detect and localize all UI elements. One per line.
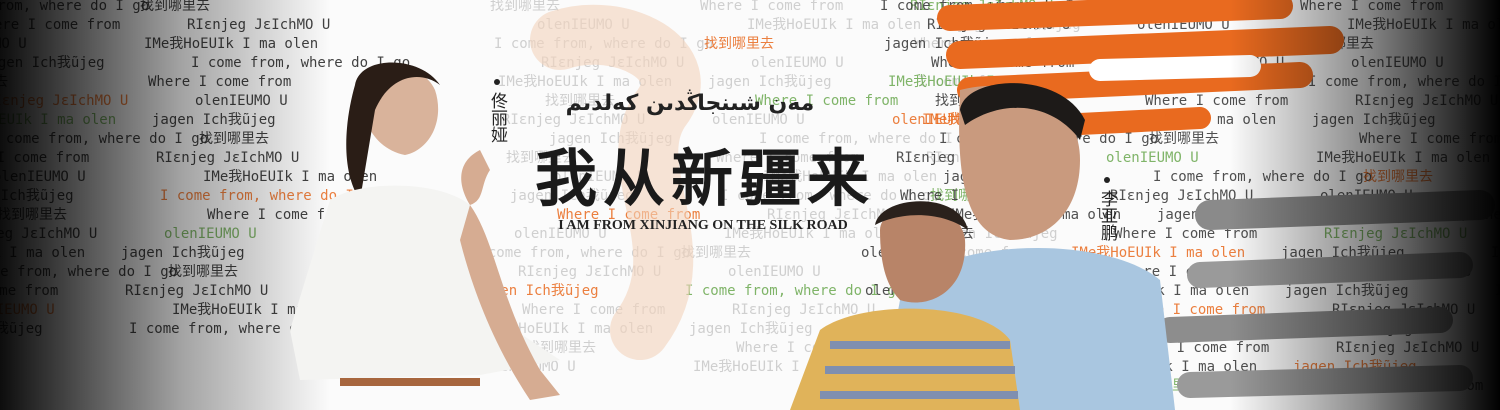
bullet (494, 79, 500, 85)
scribble-text: IMe我HoEUIk I ma olen (747, 17, 921, 33)
scribble-text: 找到哪里去 (681, 245, 751, 261)
scribble-text: 找到哪里去 (490, 0, 560, 14)
scribble-text: jagen Ich我ũjeg (689, 321, 813, 337)
scribble-text: IMe我HoEUIk I ma olen (479, 321, 653, 337)
title: 我从新疆来 (535, 142, 875, 215)
scribble-text: I come from, where do I go (759, 131, 978, 147)
scribble-text: olenIEUMO U (514, 226, 607, 242)
actress (290, 62, 560, 400)
scribble-text: jagen Ich我ũjeg (510, 188, 634, 204)
scribble-text: IMe我HoEUIk I ma olen (1071, 245, 1245, 261)
right-shade (1230, 0, 1500, 410)
scribble-text: RIεnjeg JεIchMO U (518, 264, 661, 280)
scribble-text: RIεnjeg JεIchMO U (732, 302, 875, 318)
cast-name: 李亚鹏 (1097, 190, 1118, 242)
scribble-text: RIεnjeg JεIchMO U (767, 207, 910, 223)
scribble-text: olenIEUMO U (712, 112, 805, 128)
scribble-text: Where I come from (716, 150, 859, 166)
scribble-text: olenIEUMO U (751, 55, 844, 71)
scribble-text: 找到哪里去 (545, 93, 615, 109)
scribble-text: I come from, where do I go (685, 283, 904, 299)
scribble-text: Where I come from (1114, 226, 1257, 242)
subtitle: I AM FROM XINJIANG ON THE SILK ROAD (558, 218, 848, 233)
scribble-text: Where I come from (700, 0, 843, 14)
scribble-text: Where I come from (755, 93, 898, 109)
scribble-text: 找到哪里去 (1149, 131, 1219, 147)
scribble-text: RIεnjeg JεIchMO U (502, 112, 645, 128)
scribble-text: 找到哪里去 (506, 150, 576, 166)
left-shade (0, 0, 330, 410)
uyghur-title: مەن شىنجاڭدىن كەلدىم (566, 89, 815, 116)
scribble-text: 找到哪里去 (704, 36, 774, 52)
scribble-text: olenIEUMO U (1106, 150, 1199, 166)
scribble-text: IMe我HoEUIk I ma olen (724, 226, 898, 242)
bullet (1104, 177, 1110, 183)
boy-and-man (790, 83, 1175, 410)
scribble-text: olenIEUMO U (728, 264, 821, 280)
cast-name: 佟丽娅 (487, 92, 508, 143)
scribble-text: IMe我HoEUIk I ma olen (498, 74, 672, 90)
scribble-text: jagen Ich我ũjeg (708, 74, 832, 90)
scribble-text: I come from, where do I go (720, 188, 939, 204)
scribble-text: IMe我HoEUIk I ma olen (763, 169, 937, 185)
